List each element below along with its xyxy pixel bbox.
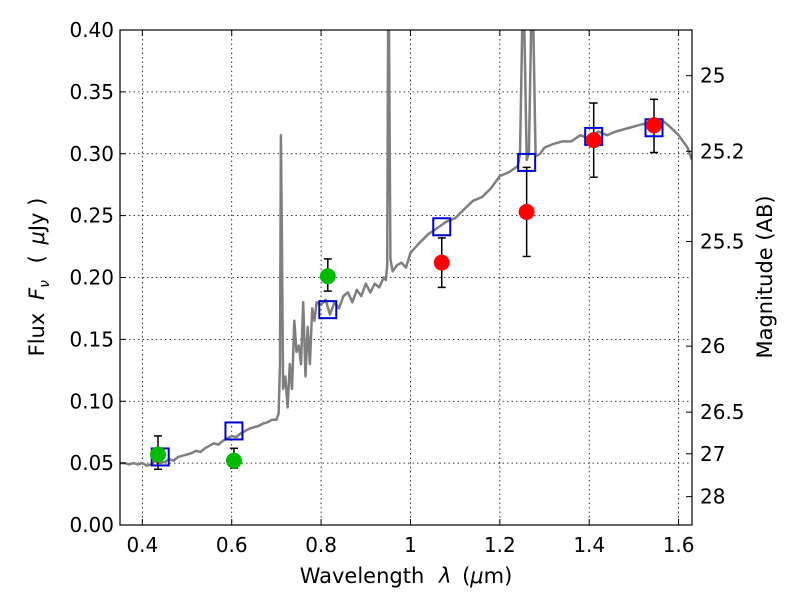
y-tick-labels: 0.00 0.05 0.10 0.15 0.20 0.25 0.30 0.35 0.40 bbox=[69, 18, 114, 537]
y-tick-label: 0.10 bbox=[69, 389, 114, 413]
y2-tick-label: 27 bbox=[700, 442, 725, 466]
y2-tick-label: 25.5 bbox=[700, 229, 745, 253]
model-square-marker bbox=[517, 152, 537, 172]
x-axis-symbol: λ bbox=[438, 564, 451, 588]
x-axis-title: Wavelength λ (μm) bbox=[300, 564, 513, 588]
y2-axis-title: Magnitude (AB) bbox=[753, 195, 777, 358]
model-square-marker bbox=[224, 421, 244, 441]
model-square-marker bbox=[432, 217, 452, 237]
grid-layer bbox=[120, 29, 692, 526]
y-tick-label: 0.00 bbox=[69, 513, 114, 537]
y2-tick-label: 28 bbox=[700, 485, 725, 509]
tick-layer bbox=[120, 29, 692, 526]
y-axis-symbol: F bbox=[25, 287, 49, 300]
spectrum-layer bbox=[120, 30, 692, 467]
marker-layer bbox=[149, 117, 664, 469]
y2-tick-labels: 25 25.2 25.5 26 26.5 27 28 bbox=[700, 64, 745, 509]
y-axis-subscript: ν bbox=[37, 280, 53, 288]
y-tick-label: 0.15 bbox=[69, 327, 114, 351]
y-tick-label: 0.30 bbox=[69, 142, 114, 166]
nir-data-point bbox=[585, 132, 602, 149]
optical-data-point bbox=[319, 268, 336, 285]
errorbar-layer bbox=[153, 98, 659, 471]
x-tick-label: 1.4 bbox=[573, 533, 605, 557]
y2-tick-label: 25.2 bbox=[700, 139, 745, 163]
y-axis-title: Flux Fν ( μJy ) bbox=[25, 198, 54, 357]
y-tick-label: 0.25 bbox=[69, 204, 114, 228]
x-tick-label: 0.4 bbox=[126, 533, 158, 557]
y-tick-label: 0.40 bbox=[69, 18, 114, 42]
spectrum-line bbox=[120, 30, 692, 467]
y-axis-unit-mu: μ bbox=[25, 231, 49, 245]
x-axis-unit-mu: μ bbox=[469, 564, 483, 588]
x-tick-label: 1.2 bbox=[484, 533, 516, 557]
y-axis-unit-rest: Jy ) bbox=[25, 198, 49, 234]
nir-data-point bbox=[433, 254, 450, 271]
x-axis-unit-open: ( bbox=[462, 564, 470, 588]
y-tick-label: 0.35 bbox=[69, 80, 114, 104]
nir-data-point bbox=[518, 203, 535, 220]
x-tick-label: 0.8 bbox=[305, 533, 337, 557]
x-tick-label: 1 bbox=[404, 533, 417, 557]
y-tick-label: 0.20 bbox=[69, 266, 114, 290]
y-axis-unit-open: ( bbox=[25, 255, 49, 263]
x-tick-label: 0.6 bbox=[216, 533, 248, 557]
optical-data-point bbox=[149, 446, 166, 463]
y2-tick-label: 25 bbox=[700, 64, 725, 88]
y-tick-label: 0.05 bbox=[69, 451, 114, 475]
y2-tick-label: 26 bbox=[700, 334, 725, 358]
y-axis-title-main: Flux bbox=[25, 313, 49, 357]
optical-data-point bbox=[225, 452, 242, 469]
x-axis-unit-rest: m) bbox=[484, 564, 513, 588]
x-tick-label: 1.6 bbox=[663, 533, 695, 557]
x-tick-labels: 0.4 0.6 0.8 1 1.2 1.4 1.6 bbox=[126, 533, 694, 557]
x-axis-title-main: Wavelength bbox=[300, 564, 425, 588]
nir-data-point bbox=[646, 117, 663, 134]
model-square-marker bbox=[318, 300, 338, 320]
y2-tick-label: 26.5 bbox=[700, 400, 745, 424]
